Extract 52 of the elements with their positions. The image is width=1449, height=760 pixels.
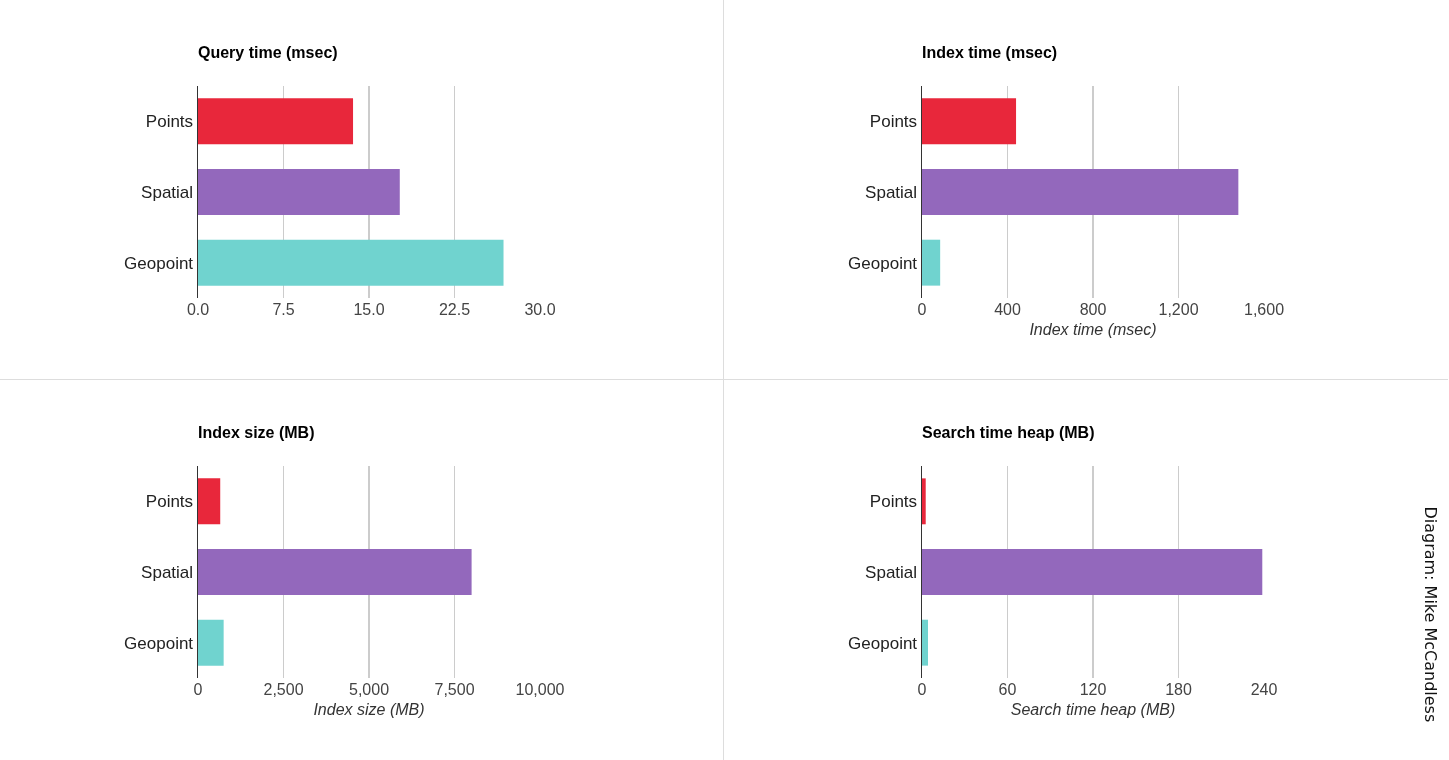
bar bbox=[922, 98, 1017, 145]
x-tick-label: 0 bbox=[193, 681, 203, 698]
y-tick-label: Spatial bbox=[865, 182, 918, 202]
x-tick-label: 0.0 bbox=[186, 301, 210, 318]
x-tick-label: 7.5 bbox=[272, 301, 295, 318]
chart-title: Index time (msec) bbox=[922, 43, 1058, 61]
y-tick-label: Spatial bbox=[141, 182, 194, 202]
text: Diagram: Mike McCandless bbox=[1421, 506, 1441, 723]
x-axis-title: Search time heap (MB) bbox=[1010, 700, 1176, 718]
x-tick-label: 800 bbox=[1079, 301, 1107, 318]
x-tick-label: 60 bbox=[998, 681, 1017, 698]
bar bbox=[198, 619, 224, 666]
y-tick-label: Geopoint bbox=[124, 633, 194, 653]
x-axis-title: Index time (msec) bbox=[1029, 320, 1157, 338]
x-tick-label: 1,200 bbox=[1158, 301, 1199, 318]
bar bbox=[198, 98, 354, 145]
x-tick-label: 2,500 bbox=[263, 681, 304, 698]
x-tick-label: 240 bbox=[1250, 681, 1278, 698]
x-tick-label: 22.5 bbox=[438, 301, 471, 318]
bar bbox=[198, 169, 400, 215]
x-tick-label: 120 bbox=[1079, 681, 1107, 698]
bar bbox=[922, 169, 1239, 215]
bar bbox=[198, 239, 504, 286]
bar bbox=[922, 239, 941, 286]
y-tick-label: Points bbox=[869, 492, 918, 512]
x-tick-label: 15.0 bbox=[353, 301, 385, 318]
bar bbox=[198, 478, 221, 525]
y-tick-label: Spatial bbox=[141, 562, 194, 582]
x-tick-label: 0 bbox=[917, 681, 927, 698]
bar bbox=[922, 478, 926, 525]
x-tick-label: 0 bbox=[917, 301, 927, 318]
y-tick-label: Points bbox=[145, 492, 194, 512]
x-tick-label: 400 bbox=[994, 301, 1021, 318]
x-tick-label: 5,000 bbox=[348, 681, 390, 698]
y-tick-label: Geopoint bbox=[848, 253, 918, 273]
bar bbox=[922, 619, 928, 666]
x-tick-label: 1,600 bbox=[1243, 301, 1285, 318]
chart-title: Search time heap (MB) bbox=[922, 423, 1095, 441]
y-tick-label: Points bbox=[145, 112, 194, 132]
x-tick-label: 180 bbox=[1165, 681, 1192, 698]
y-tick-label: Points bbox=[869, 112, 918, 132]
y-tick-label: Geopoint bbox=[124, 253, 194, 273]
x-tick-label: 30.0 bbox=[524, 301, 556, 318]
chart-title: Query time (msec) bbox=[198, 43, 338, 61]
x-axis-title: Index size (MB) bbox=[313, 700, 425, 718]
bar bbox=[198, 549, 472, 595]
x-tick-label: 10,000 bbox=[515, 681, 565, 698]
y-tick-label: Geopoint bbox=[848, 633, 918, 653]
bar bbox=[922, 549, 1263, 595]
y-tick-label: Spatial bbox=[865, 562, 918, 582]
x-tick-label: 7,500 bbox=[434, 681, 475, 698]
chart-title: Index size (MB) bbox=[198, 423, 315, 441]
